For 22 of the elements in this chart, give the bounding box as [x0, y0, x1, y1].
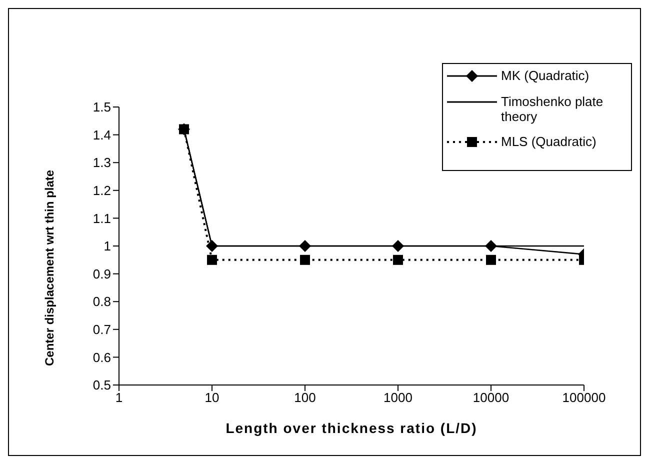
legend-label: MLS (Quadratic) [501, 134, 596, 149]
y-tick-label: 1.5 [92, 100, 111, 115]
y-axis-title: Center displacement wrt thin plate [42, 170, 56, 366]
y-tick-label: 0.9 [92, 266, 111, 282]
y-tick-label: 1 [104, 238, 111, 254]
x-tick-label: 100000 [562, 390, 606, 406]
x-tick-label: 1000 [384, 390, 412, 406]
legend-label: MK (Quadratic) [501, 68, 590, 83]
y-tick-label: 1.3 [92, 155, 111, 170]
y-tick-label: 1.1 [92, 210, 111, 226]
y-tick-label: 0.8 [92, 294, 111, 310]
x-axis-title: Length over thickness ratio (L/D) [226, 420, 478, 436]
y-tick-label: 0.6 [92, 350, 111, 365]
legend-label: Timoshenko plate theory [501, 94, 604, 124]
x-tick-label: 10000 [472, 390, 510, 406]
x-tick-label: 1 [115, 390, 123, 406]
y-tick-label: 1.2 [92, 183, 111, 198]
x-tick-label: 100 [294, 390, 316, 406]
y-tick-label: 0.5 [92, 378, 111, 393]
x-tick-label: 10 [204, 390, 220, 406]
y-tick-label: 1.4 [92, 127, 111, 142]
y-tick-label: 0.7 [92, 322, 111, 338]
